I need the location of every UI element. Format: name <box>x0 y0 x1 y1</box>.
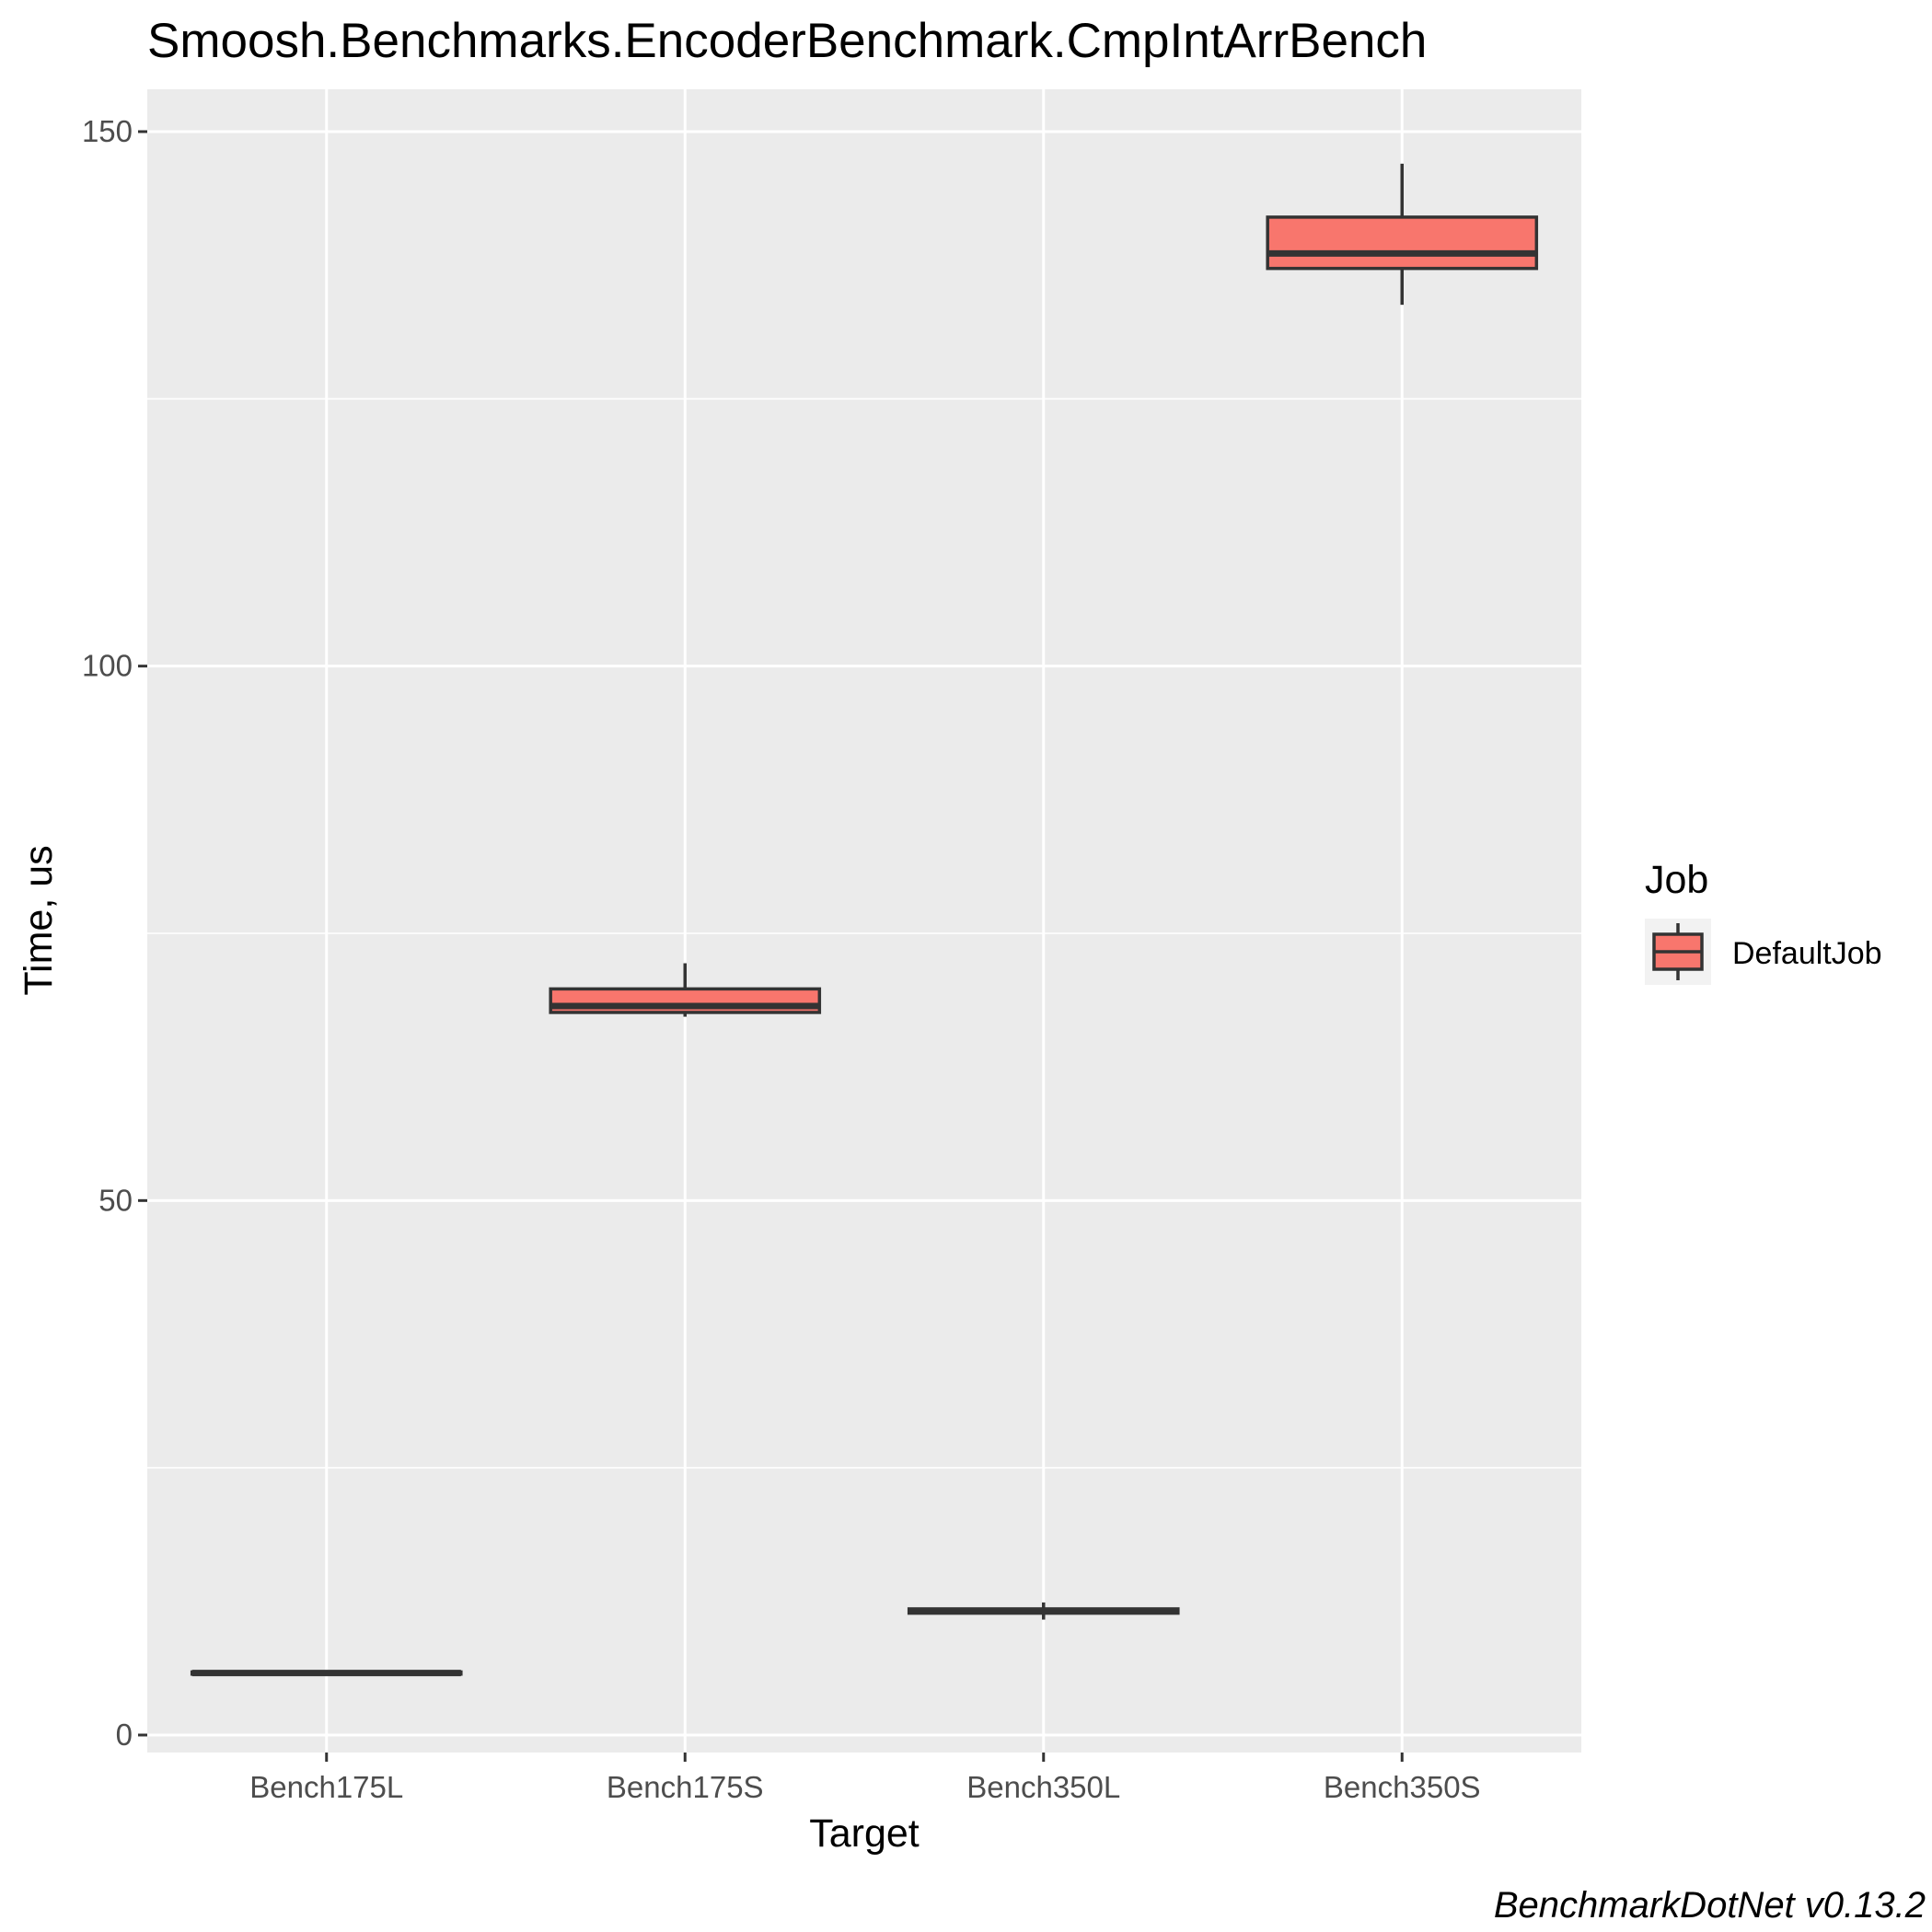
x-tick-label: Bench350S <box>1324 1770 1481 1804</box>
x-tick-label: Bench175L <box>249 1770 403 1804</box>
box-iqr <box>1266 215 1539 271</box>
caption: BenchmarkDotNet v0.13.2 <box>1494 1885 1926 1926</box>
minor-gridlines <box>147 398 1581 1469</box>
y-tick-label: 100 <box>82 649 133 683</box>
y-tick-label: 50 <box>98 1183 133 1217</box>
legend: Job DefaultJob <box>1645 858 1882 985</box>
y-axis-title: Time, us <box>17 845 61 995</box>
x-tick-label: Bench350L <box>966 1770 1120 1804</box>
legend-title: Job <box>1645 858 1708 902</box>
x-axis: Bench175L Bench175S Bench350L Bench350S <box>249 1753 1481 1804</box>
chart-title: Smoosh.Benchmarks.EncoderBenchmark.CmpIn… <box>147 14 1427 68</box>
boxplots <box>190 163 1539 1677</box>
x-axis-title: Target <box>809 1811 920 1856</box>
y-tick-label: 150 <box>82 114 133 148</box>
y-axis: 0 50 100 150 <box>82 114 147 1752</box>
x-tick-label: Bench175S <box>607 1770 764 1804</box>
plot-background <box>147 89 1581 1753</box>
legend-entry-defaultjob: DefaultJob <box>1732 936 1882 971</box>
y-tick-label: 0 <box>116 1718 133 1752</box>
major-gridlines <box>147 89 1581 1753</box>
